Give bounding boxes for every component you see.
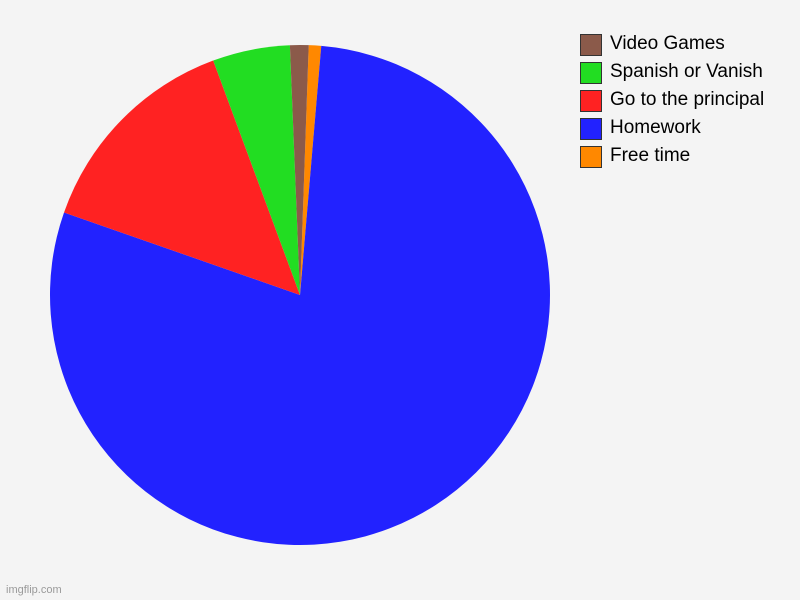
legend-item: Homework xyxy=(580,116,790,140)
legend-label: Video Games xyxy=(610,32,725,56)
legend-item: Video Games xyxy=(580,32,790,56)
legend-item: Free time xyxy=(580,144,790,168)
legend-swatch xyxy=(580,118,602,140)
legend-label: Homework xyxy=(610,116,701,140)
legend: Video Games Spanish or Vanish Go to the pr… xyxy=(580,32,790,172)
legend-swatch xyxy=(580,146,602,168)
pie-chart xyxy=(45,40,555,550)
legend-item: Go to the principal xyxy=(580,88,790,112)
legend-swatch xyxy=(580,90,602,112)
legend-label: Go to the principal xyxy=(610,88,764,112)
watermark: imgflip.com xyxy=(6,584,62,596)
legend-swatch xyxy=(580,62,602,84)
legend-swatch xyxy=(580,34,602,56)
legend-item: Spanish or Vanish xyxy=(580,60,790,84)
legend-label: Spanish or Vanish xyxy=(610,60,763,84)
legend-label: Free time xyxy=(610,144,690,168)
